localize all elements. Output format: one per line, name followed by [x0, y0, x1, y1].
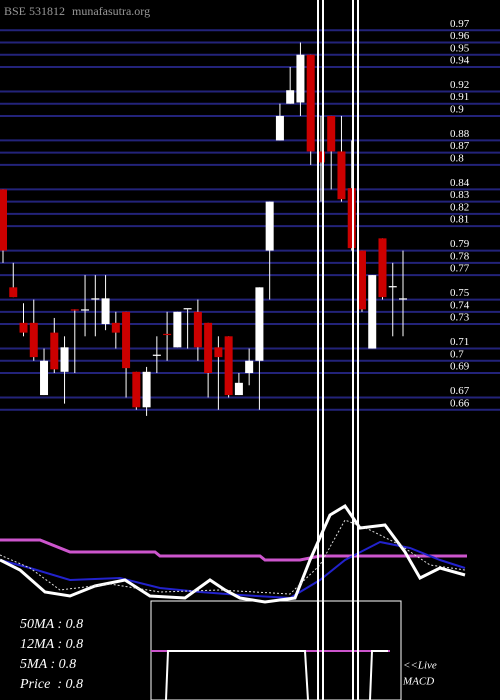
candle-body [9, 287, 18, 298]
candle-body [101, 298, 110, 325]
candle-body [337, 151, 346, 200]
annotation: MACD [402, 676, 434, 688]
candle-body [357, 250, 366, 310]
candle-body [347, 188, 356, 249]
candle-body [173, 311, 182, 348]
indicator-panel [0, 0, 467, 700]
candle-body [275, 115, 284, 141]
y-tick-label: 0.7 [450, 348, 464, 360]
candle-body [399, 298, 407, 300]
candle-body [183, 308, 192, 310]
white-line [0, 503, 466, 604]
y-tick-label: 0.77 [450, 263, 470, 275]
annotation: Price : 0.8 [19, 677, 83, 692]
y-tick-label: 0.74 [450, 299, 470, 311]
candle-body [122, 311, 131, 369]
y-tick-label: 0.78 [450, 250, 470, 262]
grid-layer: 0.970.960.950.94 0.920.910.9 0.880.870.8 0.… [0, 18, 500, 411]
candle-body [286, 90, 295, 104]
y-tick-label: 0.75 [450, 287, 470, 299]
candle-body [245, 360, 254, 374]
candle-body [306, 54, 315, 152]
candle-body [91, 298, 100, 300]
candle-body [163, 333, 172, 336]
candle-body [327, 115, 336, 152]
annotation: <<Live [403, 660, 437, 672]
y-tick-label: 0.84 [450, 177, 470, 189]
candle-body [132, 371, 141, 408]
y-tick-label: 0.69 [450, 361, 470, 373]
candle-body [388, 286, 397, 288]
annotation: 12MA : 0.8 [20, 637, 83, 652]
y-tick-label: 0.82 [450, 201, 469, 213]
y-tick-label: 0.96 [450, 30, 470, 42]
candle-body [111, 322, 120, 333]
macd-line [165, 650, 309, 700]
chart-subtitle: munafasutra.org [72, 4, 150, 18]
y-tick-label: 0.9 [450, 103, 464, 115]
candle-body [29, 322, 38, 358]
candle-body [152, 354, 161, 356]
candle-body [204, 322, 213, 374]
y-tick-label: 0.95 [450, 42, 470, 54]
candle-body [50, 332, 59, 370]
candle-layer [0, 42, 407, 416]
candle-body [60, 347, 69, 372]
candle-body [234, 382, 243, 396]
candle-body [193, 311, 202, 348]
y-tick-label: 0.91 [450, 91, 469, 103]
candle-body [142, 371, 151, 408]
candle-body [378, 238, 387, 298]
candle-body [368, 275, 377, 349]
annotation: 50MA : 0.8 [20, 617, 83, 632]
blue-line [0, 540, 466, 600]
candle-body [224, 336, 233, 396]
y-tick-label: 0.94 [450, 55, 470, 67]
y-tick-label: 0.66 [450, 397, 470, 409]
y-tick-label: 0.71 [450, 336, 469, 348]
candle-body [265, 201, 274, 251]
y-tick-label: 0.97 [450, 18, 470, 30]
dashed-line [0, 519, 466, 595]
candle-body [81, 309, 90, 311]
y-tick-label: 0.8 [450, 152, 464, 164]
y-tick-label: 0.83 [450, 189, 470, 201]
candle-body [70, 309, 79, 311]
y-tick-label: 0.81 [450, 214, 469, 226]
y-tick-label: 0.67 [450, 385, 470, 397]
candle-body [40, 360, 49, 396]
candle-body [214, 347, 223, 358]
y-tick-label: 0.73 [450, 312, 470, 324]
candle-body [0, 189, 7, 251]
annotation: 5MA : 0.8 [20, 657, 76, 672]
candle-body [316, 151, 325, 163]
macd-line-2 [369, 650, 388, 700]
y-tick-label: 0.87 [450, 140, 470, 152]
candle-body [255, 287, 264, 361]
chart-title: BSE 531812 [4, 4, 65, 18]
y-tick-label: 0.88 [450, 128, 470, 140]
magenta-line [0, 538, 467, 562]
candle-body [19, 322, 28, 333]
y-tick-label: 0.92 [450, 79, 469, 91]
y-tick-label: 0.79 [450, 238, 470, 250]
candle-body [296, 54, 305, 103]
